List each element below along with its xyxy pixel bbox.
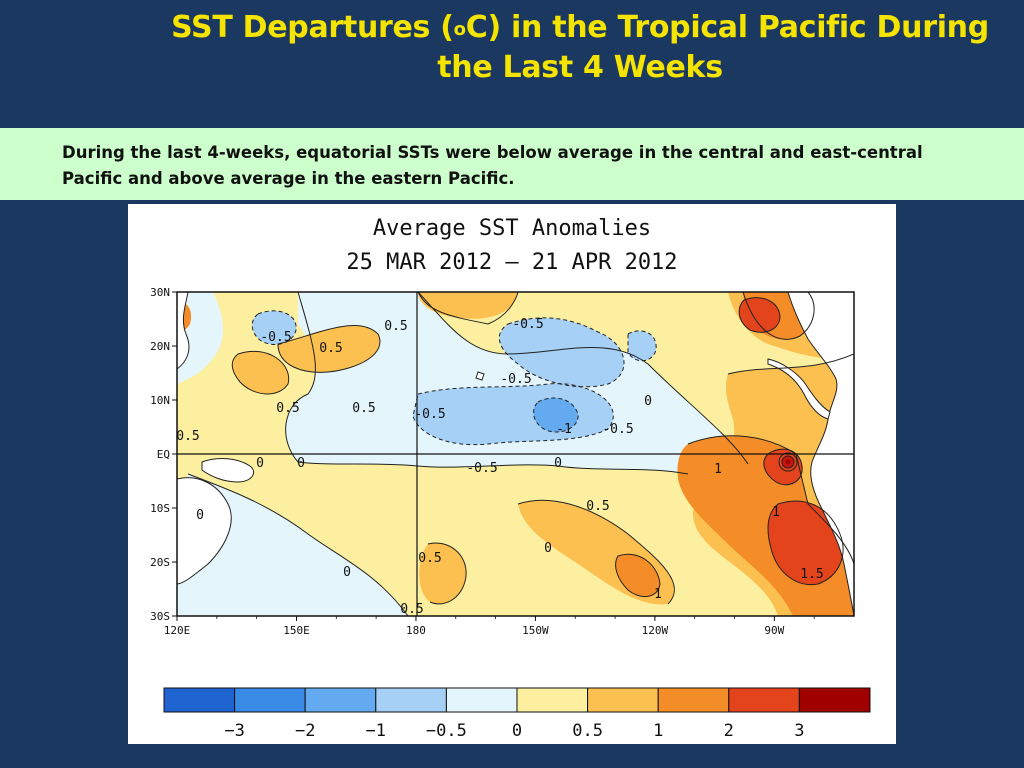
colorbar-segment — [445, 687, 518, 713]
colorbar-tick-label: 1 — [653, 721, 663, 741]
axis-ticks — [172, 291, 815, 621]
colorbar-segment — [163, 687, 236, 713]
contour-label: 0.5 — [276, 401, 299, 416]
contour-label: -1 — [556, 422, 572, 437]
colorbar-segment — [516, 687, 589, 713]
lat-label: 10S — [150, 502, 170, 515]
colorbar-segment — [375, 687, 447, 713]
contour-label: 1 — [772, 505, 780, 520]
lon-label: 180 — [406, 624, 426, 637]
contour-label: 1 — [714, 462, 722, 477]
lat-label: 30N — [150, 286, 170, 299]
contour-lines — [187, 292, 854, 616]
colorbar — [163, 687, 871, 713]
field-plus-two-chile — [768, 501, 844, 585]
negative-contour-lines — [251, 310, 657, 446]
colorbar-tick-label: −3 — [224, 721, 244, 741]
lat-label: 10N — [150, 394, 170, 407]
degree-superscript: o — [453, 19, 466, 40]
land-hawaii — [475, 371, 485, 381]
contour-label: 0.5 — [176, 429, 199, 444]
lat-label: 20N — [150, 340, 170, 353]
contour-label: 0.5 — [418, 551, 441, 566]
colorbar-tick-label: 3 — [794, 721, 804, 741]
contour-label: -0.5 — [414, 407, 445, 422]
colorbar-segment — [657, 687, 730, 713]
figure-date-range: 25 MAR 2012 – 21 APR 2012 — [346, 250, 678, 275]
contour-label: 0 — [544, 541, 552, 556]
field-below-avg-3 — [252, 310, 297, 345]
contour-label: 1 — [654, 587, 662, 602]
colorbar-tick-label: 0.5 — [572, 721, 603, 741]
contour-label: -0.5 — [602, 422, 633, 437]
lon-label: 150W — [522, 624, 549, 637]
contour-label: 0 — [554, 456, 562, 471]
contour-label: 0.5 — [400, 602, 423, 617]
contour-label: 0 — [256, 456, 264, 471]
sst-anomaly-figure: Average SST Anomalies 25 MAR 2012 – 21 A… — [128, 204, 896, 744]
field-below-avg-4 — [628, 330, 657, 361]
contour-label: 0.5 — [352, 401, 375, 416]
colorbar-labels: −3 −2 −1 −0.5 0 0.5 1 2 3 — [224, 721, 804, 741]
lon-label: 120W — [642, 624, 669, 637]
contour-label: 0 — [196, 508, 204, 523]
lon-label: 150E — [283, 624, 310, 637]
summary-box: During the last 4-weeks, equatorial SSTs… — [0, 128, 1024, 200]
colorbar-segment — [587, 687, 659, 713]
lat-label: 30S — [150, 610, 170, 623]
colorbar-tick-label: 0 — [512, 721, 522, 741]
contour-label: 0 — [297, 456, 305, 471]
field-minus-one — [533, 398, 579, 433]
contour-label: 0.5 — [319, 341, 342, 356]
contour-label: -0.5 — [512, 317, 543, 332]
colorbar-tick-label: −2 — [295, 721, 315, 741]
summary-text: During the last 4-weeks, equatorial SSTs… — [62, 143, 923, 188]
lat-label: 20S — [150, 556, 170, 569]
lon-label: 120E — [164, 624, 191, 637]
latitude-labels: 30N 20N 10N EQ 10S 20S 30S — [150, 286, 170, 623]
field-plus-two-mexico — [739, 297, 780, 333]
land-central-america — [767, 358, 831, 420]
colorbar-tick-label: −0.5 — [426, 721, 467, 741]
colorbar-segment — [304, 687, 377, 713]
contour-label: 0.5 — [586, 499, 609, 514]
field-plus-three-center — [785, 459, 791, 465]
colorbar-segment — [728, 687, 800, 713]
field-below-avg-2 — [499, 317, 625, 387]
contour-label: -0.5 — [466, 461, 497, 476]
contour-label: 0.5 — [384, 319, 407, 334]
contour-label: 1.5 — [800, 567, 823, 582]
slide-title: SST Departures (oC) in the Tropical Paci… — [171, 10, 989, 85]
land-asia-australia — [177, 292, 232, 585]
field-orange-west — [232, 351, 289, 394]
field-orange-north — [418, 292, 518, 319]
contour-label: 0 — [343, 565, 351, 580]
contour-label: -0.5 — [500, 372, 531, 387]
land-new-guinea — [201, 458, 254, 483]
figure-title: Average SST Anomalies — [372, 216, 652, 241]
field-orange-south-2 — [419, 543, 467, 604]
field-near-zero-north — [285, 292, 748, 474]
colorbar-tick-label: 2 — [724, 721, 734, 741]
contour-value-labels: -0.50.50.5-0.5-0.50.50.5 -0.5-1 -0.500.50-… — [176, 317, 823, 617]
colorbar-segment — [798, 687, 871, 713]
field-plus-one-south — [615, 554, 660, 597]
contour-label: -0.5 — [260, 330, 291, 345]
field-near-zero-south — [177, 474, 408, 616]
lon-label: 90W — [764, 624, 784, 637]
colorbar-segment — [234, 687, 306, 713]
colorbar-tick-label: −1 — [366, 721, 386, 741]
sst-map: 30N 20N 10N EQ 10S 20S 30S 120E 150E 180 150W 120W… — [150, 286, 871, 741]
lat-label: EQ — [157, 448, 170, 461]
contour-label: 0 — [644, 394, 652, 409]
longitude-labels: 120E 150E 180 150W 120W 90W — [164, 624, 785, 637]
